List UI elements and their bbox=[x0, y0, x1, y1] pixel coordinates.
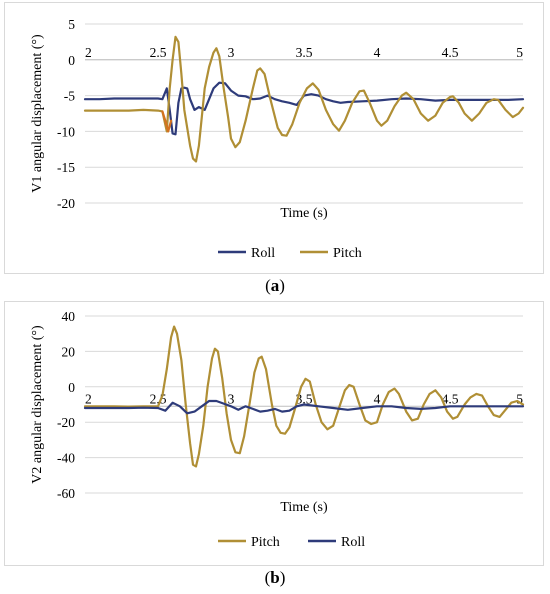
legend-label-roll: Roll bbox=[341, 535, 365, 550]
series-line-pitch bbox=[83, 325, 525, 468]
series-line-pitch bbox=[83, 35, 525, 163]
y-tick-label: 5 bbox=[68, 17, 75, 32]
chart-a-svg: 5 0 -5 -10 -15 -20 2 2.5 3 3.5 4 4.5 5 V1 angular dis… bbox=[30, 17, 525, 261]
y-tick-label: 0 bbox=[68, 53, 75, 68]
y-tick-label: -40 bbox=[57, 451, 75, 466]
x-axis-title-b: Time (s) bbox=[280, 500, 328, 515]
x-tick-label: 4 bbox=[374, 391, 381, 406]
y-tick-label: 20 bbox=[62, 344, 76, 359]
legend-label-pitch: Pitch bbox=[251, 535, 280, 550]
gridlines-b bbox=[85, 315, 523, 494]
y-tick-label: -60 bbox=[57, 486, 75, 501]
y-tick-label: -20 bbox=[57, 415, 75, 430]
series-lines-a bbox=[83, 35, 525, 163]
y-tick-labels-a: 5 0 -5 -10 -15 -20 bbox=[57, 17, 75, 211]
chart-panel-b: 40 20 0 -20 -40 -60 2 2.5 3 3.5 4 4.5 5 V2 angular di… bbox=[4, 301, 544, 566]
legend-label-pitch: Pitch bbox=[333, 246, 362, 261]
x-tick-label: 2 bbox=[85, 45, 92, 60]
y-tick-label: -15 bbox=[57, 160, 75, 175]
x-tick-label: 2.5 bbox=[150, 45, 167, 60]
x-tick-label: 5 bbox=[516, 391, 523, 406]
x-tick-label: 3 bbox=[228, 391, 235, 406]
y-axis-title-a: V1 angular displacement (°) bbox=[30, 34, 45, 193]
legend-label-roll: Roll bbox=[251, 246, 275, 261]
x-tick-label: 5 bbox=[516, 45, 523, 60]
y-axis-title-b: V2 angular displacement (°) bbox=[30, 325, 45, 484]
y-tick-label: 0 bbox=[68, 380, 75, 395]
x-tick-label: 3.5 bbox=[296, 45, 313, 60]
x-tick-label: 4.5 bbox=[442, 391, 459, 406]
series-line-roll bbox=[83, 81, 525, 136]
x-tick-labels-a: 2 2.5 3 3.5 4 4.5 5 bbox=[85, 45, 523, 60]
y-tick-label: -20 bbox=[57, 196, 75, 211]
y-tick-label: -5 bbox=[64, 89, 75, 104]
x-tick-label: 2 bbox=[85, 391, 92, 406]
x-tick-label: 3 bbox=[228, 45, 235, 60]
legend-a: Roll Pitch bbox=[218, 246, 362, 261]
caption-a: (a) bbox=[265, 276, 285, 295]
y-tick-label: -10 bbox=[57, 124, 75, 139]
series-line-roll bbox=[83, 399, 525, 415]
series-lines-b bbox=[83, 325, 525, 468]
chart-panel-a: 5 0 -5 -10 -15 -20 2 2.5 3 3.5 4 4.5 5 V1 angular dis… bbox=[4, 2, 544, 274]
y-tick-labels-b: 40 20 0 -20 -40 -60 bbox=[57, 309, 75, 501]
y-tick-label: 40 bbox=[62, 309, 76, 324]
caption-b: (b) bbox=[264, 568, 286, 587]
legend-b: Pitch Roll bbox=[218, 535, 365, 550]
x-tick-label: 4 bbox=[374, 45, 381, 60]
x-tick-label: 4.5 bbox=[442, 45, 459, 60]
series-line-segment bbox=[161, 110, 173, 133]
x-axis-title-a: Time (s) bbox=[280, 206, 328, 221]
